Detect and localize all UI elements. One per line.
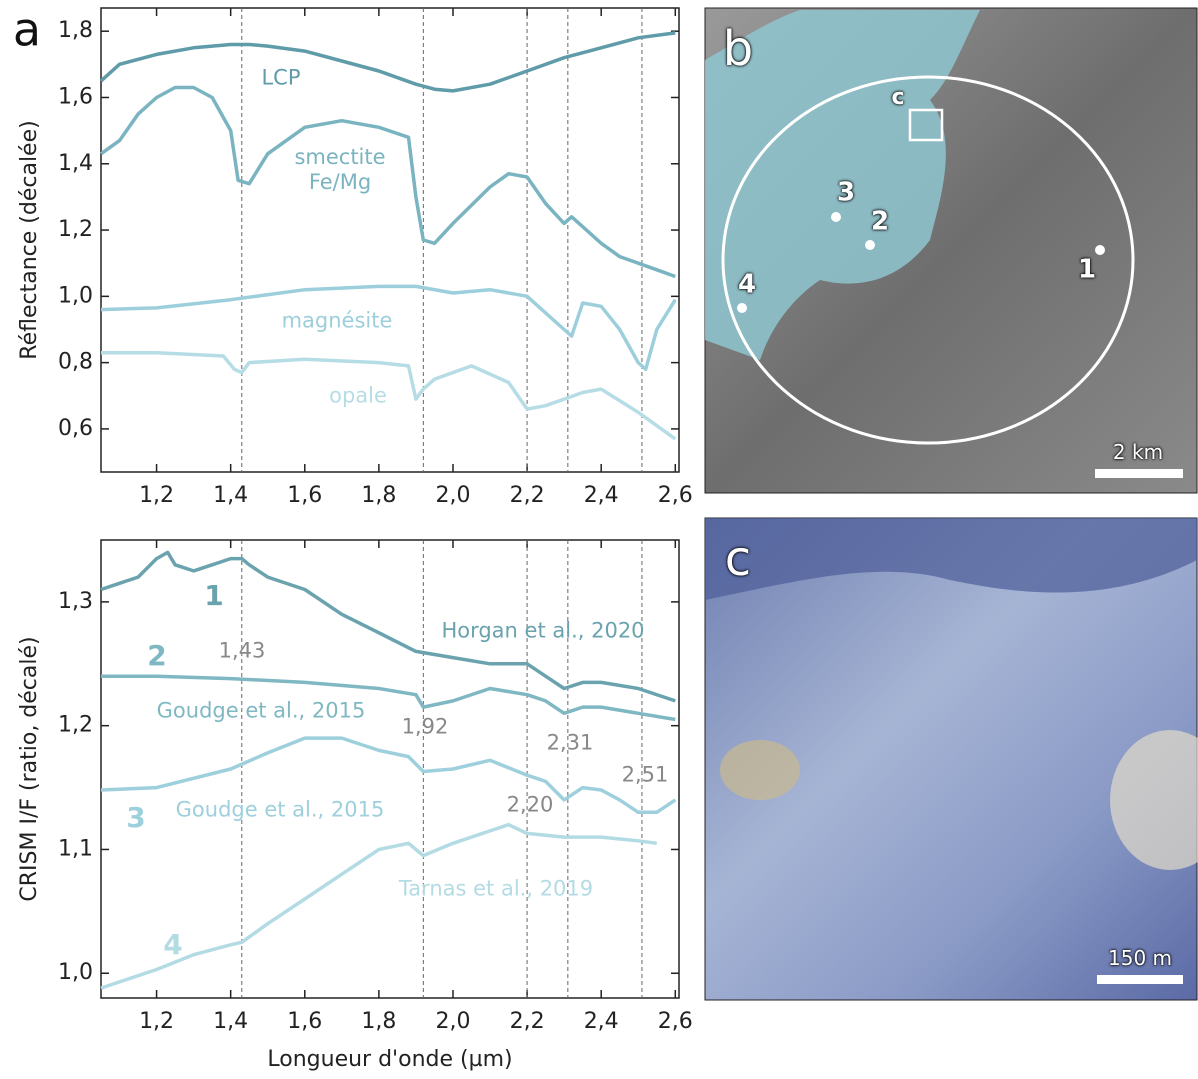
- site-label: 2: [870, 206, 890, 237]
- landing-ellipse: [721, 75, 1135, 445]
- y-axis-label: Réflectance (décalée): [16, 120, 42, 360]
- site-dot: [865, 240, 875, 250]
- panel-label: a: [12, 2, 42, 57]
- spectrum-line: [99, 31, 676, 93]
- x-tick-label: 1,2: [139, 1009, 174, 1034]
- x-tick-label: 2,6: [658, 483, 693, 508]
- scale-bar: [1097, 975, 1183, 984]
- cyan-unit: [705, 10, 980, 360]
- y-tick-label: 1,6: [58, 84, 93, 109]
- x-tick-label: 1,2: [139, 483, 174, 508]
- y-tick-label: 1,8: [58, 18, 93, 43]
- y-tick-label: 1,2: [58, 713, 93, 738]
- x-tick-label: 1,6: [287, 483, 322, 508]
- series-label: smectite Fe/Mg: [294, 144, 386, 194]
- y-tick-label: 1,2: [58, 217, 93, 242]
- x-tick-label: 1,6: [287, 1009, 322, 1034]
- plot-frame: [100, 7, 680, 473]
- spectrum-line: [101, 350, 677, 441]
- scale-label: 2 km: [1112, 440, 1164, 464]
- series-number: 1: [204, 579, 224, 613]
- spectrum-line: [100, 550, 676, 703]
- x-tick-label: 1,8: [361, 1009, 396, 1034]
- x-tick-label: 1,4: [213, 1009, 248, 1034]
- series-number: 3: [126, 801, 146, 835]
- site-label: 3: [836, 177, 856, 208]
- series-label: Tarnas et al., 2019: [398, 876, 594, 901]
- site-dot: [737, 303, 747, 313]
- x-tick-label: 2,2: [510, 1009, 545, 1034]
- series-label: Goudge et al., 2015: [156, 698, 366, 723]
- inset-label: c: [891, 84, 905, 110]
- spectrum-line: [100, 736, 677, 815]
- band-label: 2,51: [621, 762, 669, 787]
- plot-frame: [100, 539, 680, 999]
- spectrum-line: [100, 822, 658, 990]
- terrain: [1110, 730, 1198, 870]
- band-label: 2,31: [546, 730, 594, 755]
- site-dot: [831, 212, 841, 222]
- y-tick-label: 1,1: [58, 836, 93, 861]
- x-tick-label: 2,6: [658, 1009, 693, 1034]
- series-label: magnésite: [281, 308, 393, 333]
- series-label: Horgan et al., 2020: [441, 618, 645, 643]
- series-number: 2: [147, 639, 167, 673]
- site-dot: [1095, 245, 1105, 255]
- spectrum-line: [101, 674, 676, 722]
- x-tick-label: 1,4: [213, 483, 248, 508]
- terrain: [705, 518, 1197, 600]
- y-tick-label: 0,6: [58, 416, 93, 441]
- spectrum-line: [100, 284, 677, 372]
- y-axis-label: CRISM I/F (ratio, décalé): [16, 636, 42, 902]
- x-tick-label: 2,0: [435, 483, 470, 508]
- spectrum-line: [99, 85, 676, 279]
- scale-label: 150 m: [1107, 946, 1173, 970]
- band-label: 2,20: [506, 792, 554, 817]
- series-label: opale: [329, 383, 387, 408]
- inset-box: [908, 108, 944, 142]
- terrain: [720, 740, 800, 800]
- x-tick-label: 2,2: [510, 483, 545, 508]
- panel-label: c: [724, 531, 752, 588]
- map-c: [704, 517, 1198, 1001]
- site-label: 1: [1077, 254, 1097, 285]
- y-tick-label: 1,3: [58, 589, 93, 614]
- y-tick-label: 0,8: [58, 350, 93, 375]
- y-tick-label: 1,4: [58, 151, 93, 176]
- x-tick-label: 2,4: [584, 1009, 619, 1034]
- y-tick-label: 1,0: [58, 960, 93, 985]
- x-axis-label: Longueur d'onde (µm): [267, 1046, 513, 1072]
- series-label: Goudge et al., 2015: [175, 797, 385, 822]
- x-tick-label: 2,4: [584, 483, 619, 508]
- panel-label: b: [722, 21, 754, 78]
- x-tick-label: 2,0: [435, 1009, 470, 1034]
- series-label: LCP: [261, 65, 301, 90]
- map-b: [704, 7, 1198, 494]
- scale-bar: [1095, 469, 1183, 478]
- band-label: 1,92: [401, 714, 449, 739]
- y-tick-label: 1,0: [58, 283, 93, 308]
- x-tick-label: 1,8: [361, 483, 396, 508]
- site-label: 4: [737, 269, 757, 300]
- series-number: 4: [163, 928, 183, 962]
- band-label: 1,43: [218, 638, 266, 663]
